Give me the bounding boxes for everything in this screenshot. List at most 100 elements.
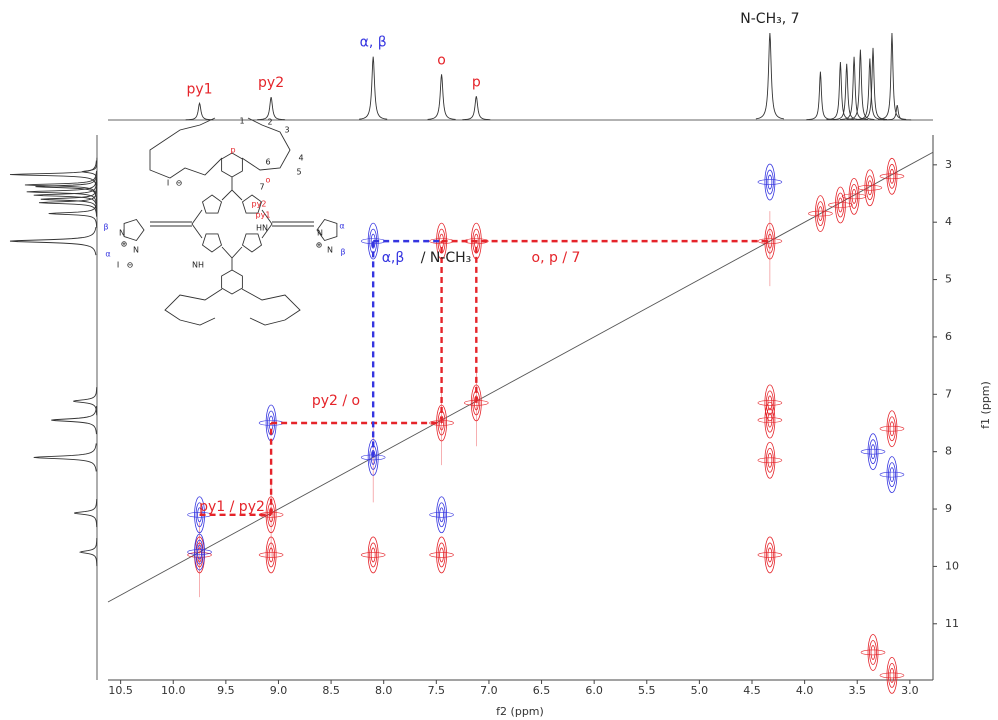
contour	[764, 441, 776, 479]
contour	[888, 663, 896, 688]
contour	[886, 657, 898, 694]
contour	[268, 507, 274, 523]
contour	[837, 197, 843, 213]
structure-label: N	[133, 246, 139, 255]
contour	[857, 184, 883, 191]
contour	[765, 447, 774, 473]
contour	[889, 421, 895, 437]
top-projection-peak	[832, 63, 861, 121]
structure-label: 3	[284, 126, 289, 135]
aryl-ring	[221, 269, 243, 295]
x-tick-label: 7.0	[480, 684, 498, 697]
contour	[860, 649, 886, 656]
contour	[757, 238, 783, 244]
structure-label: py2	[252, 200, 267, 209]
contour	[828, 202, 853, 208]
contour	[886, 410, 898, 448]
peak-label: p	[472, 74, 481, 90]
left-projection-peak	[26, 177, 97, 206]
contour	[767, 233, 773, 249]
left-projection-peak	[33, 443, 97, 472]
peak-label: py1	[187, 81, 213, 97]
peak-label: o	[437, 52, 446, 68]
cross-peak	[258, 536, 284, 574]
cross-peak	[429, 496, 454, 534]
contour	[470, 384, 482, 422]
contour	[764, 401, 776, 439]
contour	[888, 462, 896, 488]
structure-label: ⊕	[121, 240, 128, 249]
contour	[867, 180, 873, 196]
contour	[865, 175, 874, 201]
x-tick-label: 9.5	[217, 684, 235, 697]
annotation: o, p / 7	[532, 250, 581, 266]
cross-peak	[860, 433, 886, 471]
top-projection-peak	[826, 61, 855, 121]
contour	[764, 163, 776, 201]
contour	[869, 640, 877, 665]
contour	[765, 169, 774, 195]
contour	[765, 390, 774, 416]
x-tick-label: 6.0	[585, 684, 603, 697]
cross-peak	[841, 177, 867, 215]
contour	[767, 452, 773, 468]
y-tick-label: 4	[945, 215, 952, 228]
contour	[886, 157, 898, 195]
contour	[767, 412, 773, 428]
y-tick-label: 3	[945, 158, 952, 171]
x-tick-label: 4.5	[743, 684, 761, 697]
cross-peak	[857, 169, 883, 207]
contour	[757, 417, 783, 423]
contour	[879, 672, 905, 679]
contour	[888, 416, 896, 442]
contour	[889, 168, 895, 184]
structure-label: ⊕	[316, 241, 323, 250]
cross-peak	[860, 634, 886, 671]
contour	[870, 444, 876, 460]
structure-label: N	[327, 246, 333, 255]
structure-label: NH	[192, 261, 204, 270]
contour	[816, 201, 825, 226]
glycol-chain	[149, 117, 301, 326]
structure-label: β	[103, 223, 108, 232]
y-axis-title: f1 (ppm)	[979, 381, 992, 429]
contour	[764, 536, 776, 574]
top-projection-peak	[185, 101, 214, 121]
annotation: / N-CH₃	[421, 250, 472, 266]
contour	[864, 169, 876, 207]
contour	[764, 384, 776, 422]
contour	[195, 539, 204, 565]
contour	[870, 645, 876, 660]
structure-label: 4	[298, 154, 303, 163]
contour	[848, 177, 860, 215]
y-tick-label: 8	[945, 445, 952, 458]
left-projection-peak	[9, 227, 97, 256]
contour	[197, 544, 202, 560]
contour	[367, 536, 379, 574]
structure-label: ⊖	[176, 179, 183, 188]
contour	[437, 542, 446, 568]
annotation: α,β	[382, 250, 405, 266]
cross-peak	[360, 439, 386, 476]
x-tick-label: 10.0	[161, 684, 186, 697]
annotation: py1 / py2	[199, 499, 265, 515]
contour	[439, 507, 444, 523]
x-tick-label: 3.5	[848, 684, 866, 697]
porphyrin-bridge	[191, 177, 273, 270]
structure-label: ⊖	[127, 261, 134, 270]
cross-peak	[429, 536, 454, 574]
peak-label: N-CH₃, 7	[740, 11, 799, 27]
y-tick-label: 11	[945, 617, 959, 630]
structure-label: p	[230, 146, 235, 155]
top-projection-peak	[883, 104, 912, 121]
contour	[757, 179, 783, 185]
contour	[439, 415, 444, 431]
contour	[267, 542, 276, 568]
contour	[867, 433, 879, 471]
contour	[757, 457, 783, 464]
peak-label: α, β	[360, 35, 387, 51]
contour	[194, 533, 205, 571]
top-projection-peak	[359, 56, 388, 120]
cross-peak	[879, 410, 905, 448]
x-axis-title: f2 (ppm)	[496, 705, 544, 718]
